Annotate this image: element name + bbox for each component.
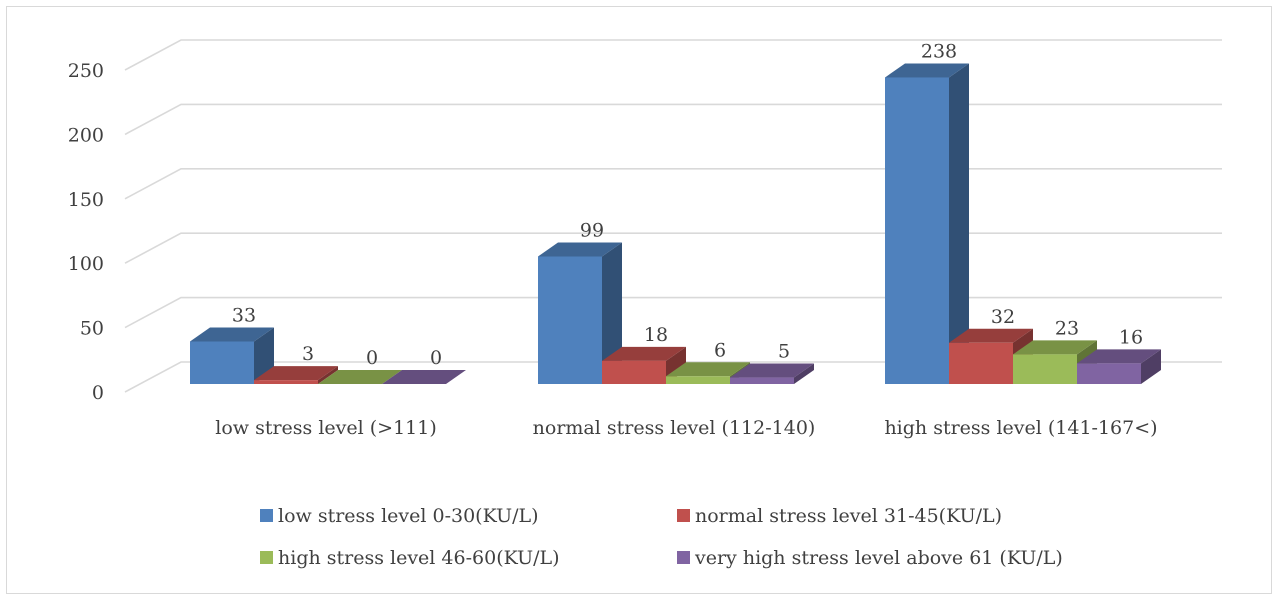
data-label: 99 <box>580 219 604 241</box>
legend-label: low stress level 0-30(KU/L) <box>278 505 539 527</box>
data-label: 0 <box>366 347 378 369</box>
gridline <box>124 168 1222 200</box>
y-tick-label: 150 <box>68 189 104 211</box>
bar-top <box>885 63 969 78</box>
legend-label: normal stress level 31-45(KU/L) <box>695 505 1002 527</box>
bar-top <box>382 370 466 384</box>
bar-top <box>666 362 750 377</box>
data-label: 0 <box>430 347 442 369</box>
bar-side <box>794 363 814 384</box>
bar-front <box>602 360 666 384</box>
bar-front <box>1013 354 1077 384</box>
data-label: 32 <box>991 306 1015 328</box>
legend-swatch <box>260 551 273 564</box>
gridline <box>124 39 1222 71</box>
bar <box>382 370 466 384</box>
data-label: 23 <box>1055 317 1079 339</box>
bar-side <box>1141 349 1161 384</box>
bar-top <box>190 327 274 342</box>
bar-side <box>949 63 969 385</box>
bar <box>885 63 969 385</box>
data-label: 16 <box>1119 326 1143 348</box>
bar-front <box>1077 363 1141 384</box>
gridline <box>124 296 1222 329</box>
y-tick-label: 0 <box>92 382 104 404</box>
bar <box>538 242 622 384</box>
bars <box>190 63 1161 385</box>
gridline <box>124 361 1222 393</box>
y-tick-label: 50 <box>80 318 104 340</box>
bar-front <box>730 377 794 384</box>
bar-top <box>538 242 622 257</box>
data-label: 3 <box>302 343 314 365</box>
data-label: 18 <box>644 324 668 346</box>
data-label: 6 <box>714 339 726 361</box>
y-tick-label: 100 <box>68 253 104 275</box>
bar-side <box>318 366 338 384</box>
y-tick-label: 200 <box>68 124 104 146</box>
bar-top <box>602 346 686 361</box>
x-category-label: low stress level (>111) <box>215 417 437 439</box>
bar-top <box>254 366 338 381</box>
bar <box>1077 349 1161 384</box>
bar-front <box>666 376 730 384</box>
data-label: 5 <box>778 341 790 363</box>
data-label: 33 <box>232 304 256 326</box>
y-tick-label: 250 <box>68 60 104 82</box>
legend-swatch <box>260 509 273 522</box>
x-category-label: normal stress level (112-140) <box>533 417 816 439</box>
bar <box>254 366 338 384</box>
bar <box>730 363 814 384</box>
bar-top <box>730 363 814 378</box>
x-axis-categories: low stress level (>111) normal stress lev… <box>215 417 1157 439</box>
legend-label: very high stress level above 61 (KU/L) <box>694 547 1063 569</box>
bar-front <box>538 256 602 384</box>
legend-swatch <box>677 509 690 522</box>
bar <box>190 327 274 384</box>
gridlines <box>124 39 1222 393</box>
bar-top <box>1013 340 1097 355</box>
y-axis-ticks: 0 50 100 150 200 250 <box>68 60 104 404</box>
legend: low stress level 0-30(KU/L) normal stress… <box>260 505 1063 569</box>
gridline <box>124 232 1222 264</box>
legend-item: low stress level 0-30(KU/L) <box>260 505 539 527</box>
bar <box>318 370 402 384</box>
bar-top <box>318 370 402 384</box>
legend-item: very high stress level above 61 (KU/L) <box>677 547 1063 569</box>
gridline <box>124 103 1222 136</box>
legend-item: high stress level 46-60(KU/L) <box>260 547 560 569</box>
bar-top <box>1077 349 1161 364</box>
bar-front <box>190 341 254 384</box>
bar-side <box>602 242 622 384</box>
bar-front <box>949 342 1013 384</box>
x-category-label: high stress level (141-167<) <box>884 417 1157 439</box>
legend-swatch <box>677 551 690 564</box>
legend-label: high stress level 46-60(KU/L) <box>278 547 560 569</box>
bar-top <box>949 328 1033 343</box>
bar-front <box>254 380 318 384</box>
data-label: 238 <box>921 40 957 62</box>
legend-item: normal stress level 31-45(KU/L) <box>677 505 1002 527</box>
bar-front <box>885 77 949 385</box>
